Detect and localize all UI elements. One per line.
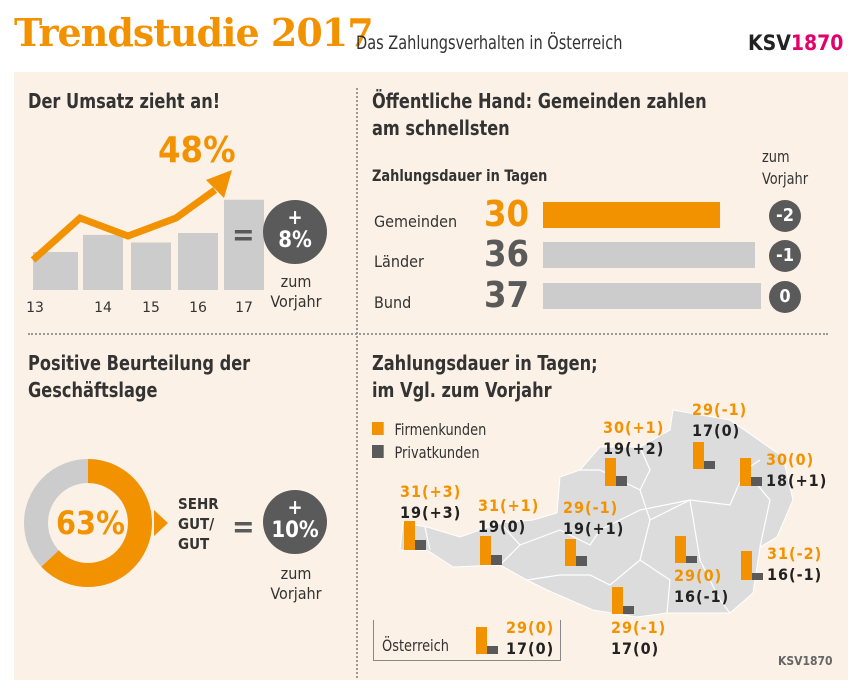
donut-label: 63% [56,504,125,542]
horizontal-divider [28,333,828,335]
beurteilung-change-badge: + 10% [263,490,327,554]
privatkunden-label: 16(-1) [674,587,730,606]
privatkunden-bar [752,573,763,580]
hbar-value-label: 37 [484,275,530,316]
umsatz-bar [224,199,264,290]
x-tick-label: 16 [189,300,207,316]
firmenkunden-label: 30(0) [766,450,815,469]
firmenkunden-label: 29(0) [674,566,723,585]
umsatz-heading: Der Umsatz zieht an! [28,89,221,113]
source-label: KSV1870 [778,654,833,668]
delta-badge: 0 [769,281,801,313]
firmenkunden-bar [404,521,415,550]
donut-pointer [154,510,168,536]
privatkunden-bar [576,556,587,566]
legend-firmenkunden: Firmenkunden [372,418,486,441]
umsatz-bar [33,252,78,290]
privatkunden-bar [623,606,634,614]
privatkunden-bar [491,555,502,565]
hbar-bar [543,242,756,268]
umsatz-change-label: zum Vorjahr [270,272,322,311]
firmenkunden-bar [565,539,576,566]
trend-line [30,187,218,263]
privatkunden-bar [751,477,762,486]
privatkunden-label: 16(-1) [767,565,823,584]
hbar-bar [543,202,720,228]
x-tick-label: 15 [142,300,160,316]
firmenkunden-bar [741,551,752,580]
trend-arrowhead [206,170,232,198]
hbar-value-label: 30 [484,194,530,235]
oeffentlich-heading: Öffentliche Hand: Gemeinden zahlen am sch… [372,89,707,140]
firmenkunden-bar [605,458,616,486]
page-title: Trendstudie 2017 [14,10,374,55]
privatkunden-label: 18(+1) [766,471,828,490]
hbar-bar [543,283,762,309]
page-subtitle: Das Zahlungsverhalten in Österreich [356,32,623,54]
karte-heading: Zahlungsdauer in Tagen; im Vgl. zum Vorja… [372,351,598,402]
x-tick-label: 14 [94,300,112,316]
delta-badge: -1 [769,240,801,272]
x-tick-label: 17 [235,300,253,316]
ksv-logo: KSV1870 [748,31,844,55]
privatkunden-label: 17(0) [692,421,741,440]
donut-slice-positive [41,459,152,587]
firmenkunden-label: 31(+3) [400,482,462,501]
firmenkunden-bar [476,627,487,654]
privatkunden-label: 19(0) [478,517,527,536]
x-tick-label: 13 [26,300,44,316]
delta-badge: -2 [769,200,801,232]
beurteilung-label: SEHR GUT/GUT [178,495,219,553]
firmenkunden-label: 30(+1) [603,418,665,437]
privatkunden-label: 17(0) [611,639,660,658]
privatkunden-label: 19(+1) [563,519,625,538]
firmenkunden-label: 29(0) [506,618,555,637]
hbar-category: Gemeinden [374,212,458,231]
privatkunden-label: 19(+3) [400,503,462,522]
umsatz-highlight: 48% [158,130,236,171]
firmenkunden-bar [480,536,491,565]
hbar-value-label: 36 [484,234,530,275]
privatkunden-label: 17(0) [506,639,555,658]
privatkunden-bar [616,476,627,486]
beurteilung-heading: Positive Beurteilung der Geschäftslage [28,351,251,402]
firmenkunden-bar [612,587,623,614]
firmenkunden-label: 31(+1) [478,496,540,515]
map-legend: Firmenkunden Privatkunden [372,418,499,464]
vertical-divider [356,88,358,678]
umsatz-bar [131,242,171,290]
privatkunden-bar [704,461,715,469]
firmenkunden-label: 31(-2) [767,544,823,563]
equals-sign: = [232,510,255,545]
hbar-category: Bund [374,293,412,312]
privatkunden-bar [415,540,426,550]
umsatz-bar [83,234,123,290]
firmenkunden-bar [675,536,686,563]
oesterreich-box [373,620,561,661]
oesterreich-label: Österreich [382,636,449,655]
umsatz-change-badge: + 8% [263,200,327,264]
oeffentlich-subheading: Zahlungsdauer in Tagen [372,166,548,185]
firmenkunden-bar [693,442,704,469]
equals-sign: = [232,218,255,253]
firmenkunden-bar [740,458,751,486]
firmenkunden-label: 29(-1) [611,618,667,637]
beurteilung-change-label: zum Vorjahr [270,564,322,603]
legend-privatkunden: Privatkunden [372,441,486,464]
delta-header: zum Vorjahr [762,147,809,188]
privatkunden-bar [487,646,498,654]
umsatz-bar [178,233,218,290]
firmenkunden-label: 29(-1) [563,498,619,517]
hbar-category: Länder [374,252,424,271]
firmenkunden-label: 29(-1) [692,400,748,419]
privatkunden-bar [686,556,697,563]
privatkunden-label: 19(+2) [603,439,665,458]
